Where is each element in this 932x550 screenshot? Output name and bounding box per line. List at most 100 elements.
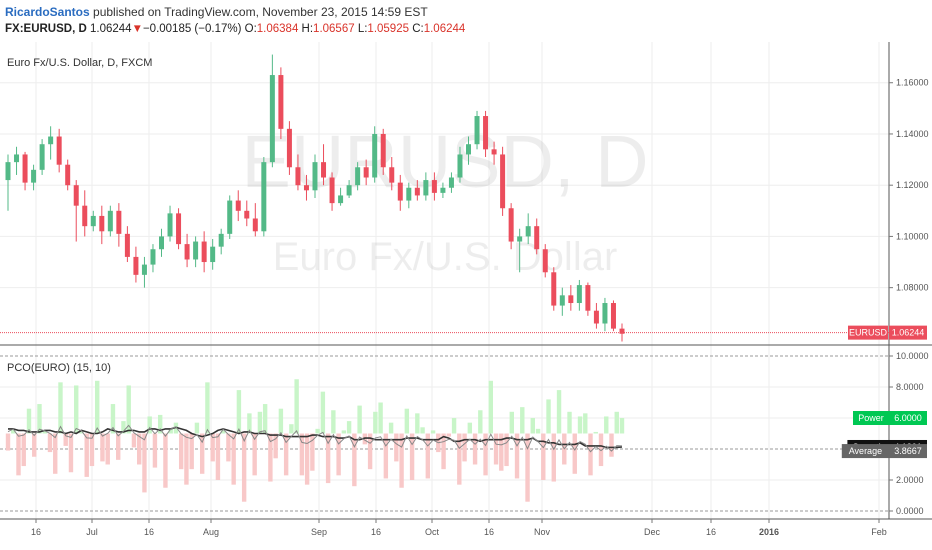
candle	[218, 228, 224, 255]
candle	[184, 233, 190, 268]
candle	[338, 187, 344, 206]
candle-body	[133, 256, 139, 275]
candle	[116, 203, 122, 247]
author-link[interactable]: RicardoSantos	[5, 5, 90, 19]
pco-bar	[5, 433, 11, 451]
candle	[278, 67, 284, 140]
candle-body	[159, 236, 164, 250]
pco-bar	[567, 411, 572, 434]
candle-body	[141, 264, 147, 275]
candle	[159, 228, 164, 257]
candle	[107, 205, 113, 237]
pco-bar	[383, 433, 389, 479]
candle	[261, 157, 267, 237]
candle-body	[235, 200, 241, 211]
pco-bar	[142, 433, 147, 493]
candle	[286, 121, 292, 175]
pco-bar	[226, 433, 231, 462]
chart-area[interactable]: EURUSD, D Euro Fx/U.S. Dollar 16 Jul 16 Aug…	[0, 42, 932, 550]
pco-bar	[457, 433, 462, 485]
candle	[423, 172, 429, 201]
candle	[517, 228, 523, 273]
pco-bar	[415, 413, 420, 434]
pco-bar	[430, 430, 436, 434]
candle-body	[542, 249, 548, 273]
last-price: 1.06244	[89, 23, 132, 35]
candle	[414, 180, 420, 201]
candle	[210, 238, 216, 270]
candle-body	[406, 187, 412, 201]
pco-bar	[215, 433, 221, 480]
x-tick-label: Nov	[534, 527, 551, 537]
candle	[457, 146, 463, 183]
candle-body	[14, 154, 20, 163]
symbol-tag-box	[848, 325, 888, 340]
close-value: 1.06244	[423, 23, 466, 35]
pco-bar	[325, 433, 331, 484]
candle-body	[568, 295, 574, 304]
pco-bar	[63, 433, 68, 446]
indicator-y-tick-label: 8.0000	[896, 382, 924, 392]
pco-bar	[247, 413, 252, 434]
pco-bar	[546, 399, 551, 434]
pco-bar	[598, 433, 604, 467]
pco-bar	[488, 380, 494, 434]
x-tick-label: 16	[484, 527, 494, 537]
candle	[31, 164, 37, 191]
pco-bar	[541, 433, 546, 480]
candle	[235, 190, 241, 222]
candle-body	[244, 210, 250, 219]
candle-body	[184, 244, 190, 260]
y-tick-label: 1.12000	[896, 180, 929, 190]
pco-bar	[577, 416, 583, 434]
candle	[56, 128, 62, 173]
candle	[440, 182, 446, 198]
price-tag-box	[889, 325, 927, 340]
candle-body	[414, 187, 420, 196]
candle-body	[585, 285, 591, 311]
candle-body	[295, 167, 301, 186]
pco-bar	[341, 430, 347, 434]
indicator-y-tick-label: 0.0000	[896, 506, 924, 516]
candle	[167, 205, 173, 242]
indicator-tag-label: Power	[858, 413, 884, 423]
candlestick-series	[5, 54, 625, 342]
y-tick-label: 1.14000	[896, 129, 929, 139]
x-tick-label: 16	[31, 527, 41, 537]
pco-bar	[604, 416, 609, 434]
pco-bar	[79, 430, 84, 434]
candle	[39, 139, 45, 175]
pco-bar	[21, 433, 26, 467]
candle	[201, 231, 207, 273]
candle-body	[423, 180, 429, 196]
candle	[141, 256, 147, 288]
candle-body	[346, 185, 352, 196]
pco-bar	[100, 433, 105, 462]
pco-bar	[399, 433, 404, 488]
indicator-pane-title: PCO(EURO) (15, 10)	[7, 362, 111, 374]
open-value: 1.06384	[256, 23, 299, 35]
pco-bar	[47, 433, 53, 453]
candle	[525, 213, 531, 245]
candle	[491, 141, 497, 165]
candle-body	[286, 128, 292, 168]
pco-bar	[199, 433, 205, 474]
pco-bar	[210, 433, 215, 462]
candle-body	[31, 169, 37, 183]
chart-background	[0, 42, 932, 550]
candle-body	[210, 246, 216, 263]
pco-bar	[189, 433, 194, 470]
pco-bar	[273, 433, 278, 459]
pco-bar	[394, 433, 399, 462]
pco-bar	[378, 402, 383, 434]
pco-bar	[483, 433, 488, 476]
indicator-y-tick-label: 10.0000	[896, 351, 929, 361]
candle-body	[372, 133, 378, 178]
candle	[483, 110, 489, 158]
pco-bar	[37, 404, 42, 434]
pco-bar	[535, 428, 541, 434]
candle-body	[48, 136, 54, 145]
candle-body	[397, 182, 403, 201]
candle	[534, 218, 540, 255]
pco-bar	[236, 390, 242, 434]
